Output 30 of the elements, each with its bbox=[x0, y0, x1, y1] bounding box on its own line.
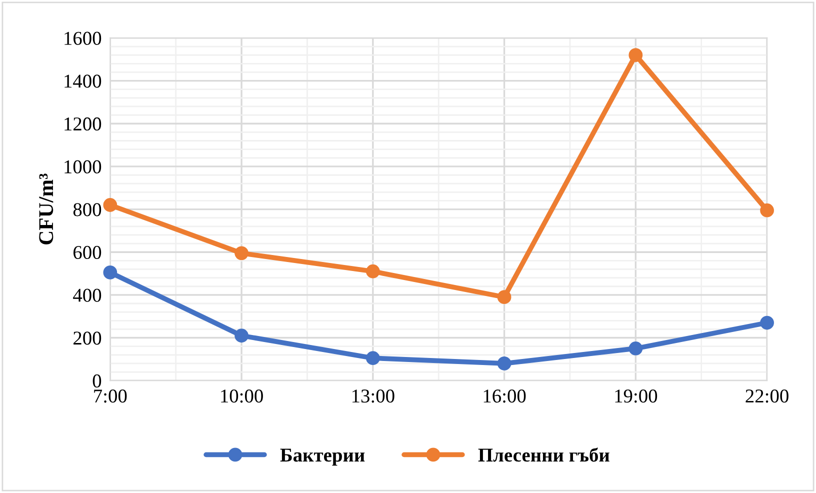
point bbox=[760, 316, 774, 330]
x-tick-label: 13:00 bbox=[352, 389, 394, 403]
point bbox=[103, 266, 118, 280]
point bbox=[234, 246, 248, 260]
y-tick-label: 1400 bbox=[64, 74, 102, 88]
y-tick-label: 400 bbox=[73, 288, 102, 302]
point bbox=[628, 48, 643, 62]
x-tick-label: 16:00 bbox=[484, 389, 526, 403]
point bbox=[234, 328, 248, 343]
y-tick-label: 1200 bbox=[64, 117, 102, 131]
y-tick-label: 200 bbox=[74, 332, 102, 345]
x-tick-label: 19:00 bbox=[615, 389, 658, 403]
y-tick-label: 1000 bbox=[64, 160, 102, 174]
y-tick-label: 800 bbox=[73, 203, 102, 216]
point bbox=[366, 264, 380, 278]
y-tick-label: 600 bbox=[73, 246, 102, 260]
point bbox=[497, 290, 512, 304]
point bbox=[628, 342, 643, 356]
x-tick-label: 22:00 bbox=[746, 389, 788, 403]
point bbox=[366, 351, 380, 366]
x-tick-label: 7:00 bbox=[94, 389, 127, 403]
y-tick-label: 0 bbox=[92, 374, 102, 388]
point bbox=[103, 198, 118, 212]
y-axis-title: CFU/m³ bbox=[39, 174, 54, 244]
x-tick-label: 10:00 bbox=[221, 389, 263, 403]
point bbox=[760, 203, 774, 218]
y-tick-label: 1600 bbox=[64, 32, 102, 45]
legend-label: Бактерии bbox=[280, 448, 365, 466]
legend-label: Плесенни гъби bbox=[478, 448, 610, 462]
point bbox=[497, 356, 512, 370]
